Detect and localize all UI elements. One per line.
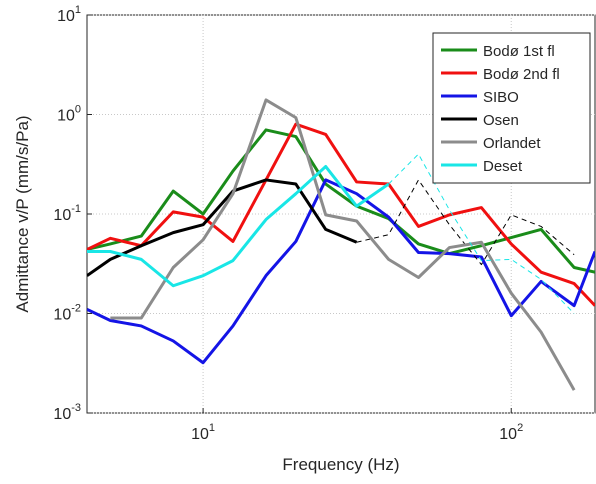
- y-tick-label: 10-1: [53, 203, 81, 224]
- legend-label: SIBO: [483, 89, 519, 106]
- x-tick-label: 101: [191, 422, 215, 443]
- y-tick-label: 100: [57, 104, 81, 125]
- legend: Bodø 1st fl Bodø 2nd fl SIBO Osen Orlandet De…: [432, 32, 591, 184]
- legend-label: Bodø 2nd fl: [483, 66, 560, 83]
- y-tick-label: 10-3: [53, 402, 81, 423]
- series-line: [110, 98, 576, 391]
- series-line: [87, 128, 595, 274]
- y-tick-label: 101: [57, 4, 81, 25]
- legend-label: Osen: [483, 112, 519, 129]
- ticks: 10-3 10-2 10-1 100 101 101 102: [53, 4, 523, 443]
- legend-box: [432, 32, 591, 184]
- x-axis-label: Frequency (Hz): [282, 455, 399, 474]
- series-line: [87, 178, 358, 277]
- x-tick-label: 102: [499, 422, 523, 443]
- legend-label: Deset: [483, 158, 523, 175]
- y-axis-label: Admittance v/P (mm/s/Pa): [13, 115, 32, 312]
- y-tick-label: 10-2: [53, 303, 81, 324]
- legend-label: Orlandet: [483, 135, 541, 152]
- lines: [87, 98, 595, 391]
- series-line-dashed: [388, 153, 575, 314]
- series-line: [87, 165, 390, 288]
- series-line: [87, 122, 595, 307]
- legend-label: Bodø 1st fl: [483, 43, 555, 60]
